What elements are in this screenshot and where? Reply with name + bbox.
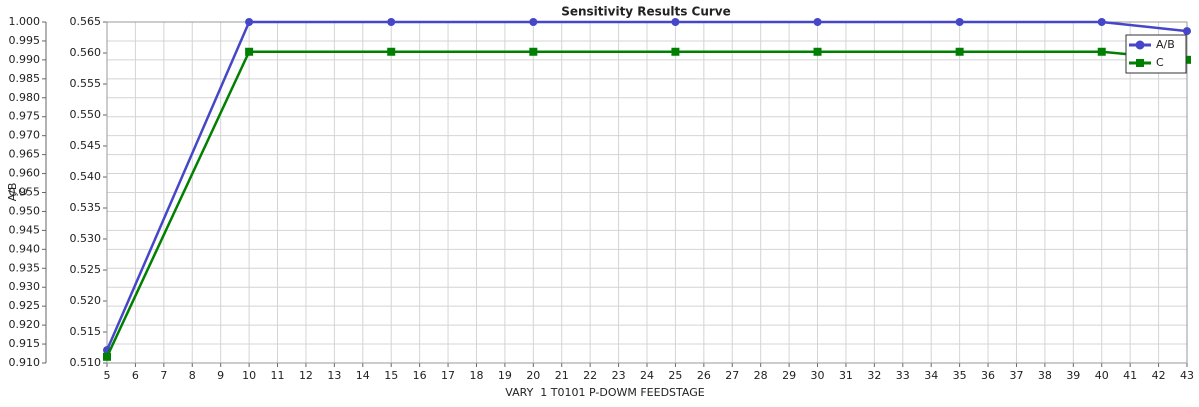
y-tick-label: 0.970 — [9, 129, 41, 142]
y-tick-label: 0.995 — [9, 34, 41, 47]
y-tick-label: 0.950 — [9, 204, 41, 217]
x-tick-label: 42 — [1152, 369, 1166, 382]
y-axis-label: A/B — [6, 183, 19, 202]
x-tick-label: 23 — [612, 369, 626, 382]
y-tick-label: 0.935 — [9, 261, 41, 274]
x-tick-label: 6 — [132, 369, 139, 382]
x-tick-label: 25 — [668, 369, 682, 382]
marker — [813, 18, 822, 26]
x-tick-label: 15 — [384, 369, 398, 382]
x-tick-label: 13 — [327, 369, 341, 382]
marker — [529, 18, 538, 26]
x-tick-label: 40 — [1095, 369, 1109, 382]
y2-tick-label: 0.540 — [70, 170, 102, 183]
y2-tick-label: 0.535 — [70, 201, 102, 214]
x-tick-label: 39 — [1066, 369, 1080, 382]
marker — [387, 47, 396, 56]
y-tick-label: 0.975 — [9, 110, 41, 123]
x-tick-label: 7 — [160, 369, 167, 382]
legend-marker — [1136, 59, 1144, 67]
y-tick-label: 0.945 — [9, 223, 41, 236]
marker — [387, 18, 396, 26]
x-tick-label: 28 — [754, 369, 768, 382]
marker — [1183, 55, 1191, 64]
x-tick-label: 21 — [555, 369, 569, 382]
x-tick-label: 33 — [896, 369, 910, 382]
y2-tick-label: 0.550 — [70, 108, 102, 121]
x-tick-label: 10 — [242, 369, 256, 382]
x-tick-label: 20 — [526, 369, 540, 382]
marker — [813, 47, 822, 56]
marker — [671, 47, 680, 56]
legend: A/B C — [1125, 34, 1187, 74]
y-tick-label: 0.980 — [9, 91, 41, 104]
y2-tick-label: 0.530 — [70, 232, 102, 245]
y-tick-label: 0.990 — [9, 53, 41, 66]
marker — [671, 18, 680, 26]
y2-tick-label: 0.565 — [70, 15, 102, 28]
marker — [1097, 47, 1106, 56]
y2-tick-label: 0.555 — [70, 77, 102, 90]
y-tick-label: 0.915 — [9, 337, 41, 350]
x-tick-label: 31 — [839, 369, 853, 382]
x-tick-label: 8 — [189, 369, 196, 382]
x-tick-label: 32 — [867, 369, 881, 382]
y2-axis-label: C — [17, 188, 30, 196]
x-axis-label: VARY 1 T0101 P-DOWM FEEDSTAGE — [505, 386, 704, 399]
y-tick-label: 0.960 — [9, 167, 41, 180]
marker — [245, 18, 254, 26]
marker — [103, 352, 111, 361]
x-tick-label: 36 — [981, 369, 995, 382]
y2-tick-label: 0.510 — [70, 356, 102, 369]
x-tick-label: 34 — [924, 369, 938, 382]
chart-title: Sensitivity Results Curve — [561, 5, 731, 19]
x-tick-label: 29 — [782, 369, 796, 382]
y-tick-label: 1.000 — [9, 15, 41, 28]
y-tick-label: 0.925 — [9, 299, 41, 312]
x-tick-label: 43 — [1180, 369, 1194, 382]
x-tick-label: 11 — [271, 369, 285, 382]
x-tick-label: 16 — [413, 369, 427, 382]
y-tick-label: 0.910 — [9, 356, 41, 369]
x-tick-label: 27 — [725, 369, 739, 382]
x-tick-label: 22 — [583, 369, 597, 382]
y-tick-label: 0.955 — [9, 186, 41, 199]
y-tick-label: 0.985 — [9, 72, 41, 85]
y2-tick-label: 0.520 — [70, 294, 102, 307]
x-tick-label: 14 — [356, 369, 370, 382]
legend-marker — [1135, 40, 1145, 50]
y2-tick-label: 0.515 — [70, 325, 102, 338]
y2-tick-label: 0.560 — [70, 46, 102, 59]
x-tick-label: 17 — [441, 369, 455, 382]
legend-label: A/B — [1156, 38, 1175, 51]
x-tick-label: 5 — [104, 369, 111, 382]
marker — [1183, 27, 1191, 36]
x-tick-label: 9 — [217, 369, 224, 382]
x-tick-label: 41 — [1123, 369, 1137, 382]
x-tick-label: 26 — [697, 369, 711, 382]
x-tick-label: 12 — [299, 369, 313, 382]
y-tick-label: 0.940 — [9, 242, 41, 255]
marker — [955, 18, 964, 26]
y2-tick-label: 0.545 — [70, 139, 102, 152]
x-tick-label: 35 — [953, 369, 967, 382]
y-tick-label: 0.920 — [9, 318, 41, 331]
x-tick-label: 30 — [811, 369, 825, 382]
x-tick-label: 19 — [498, 369, 512, 382]
x-tick-label: 24 — [640, 369, 654, 382]
marker — [245, 47, 254, 56]
marker — [955, 47, 964, 56]
y-tick-label: 0.965 — [9, 148, 41, 161]
x-tick-label: 18 — [469, 369, 483, 382]
x-tick-label: 37 — [1009, 369, 1023, 382]
y-tick-label: 0.930 — [9, 280, 41, 293]
x-tick-label: 38 — [1038, 369, 1052, 382]
marker — [529, 47, 538, 56]
y2-tick-label: 0.525 — [70, 263, 102, 276]
marker — [1097, 18, 1106, 26]
legend-label: C — [1156, 56, 1164, 69]
